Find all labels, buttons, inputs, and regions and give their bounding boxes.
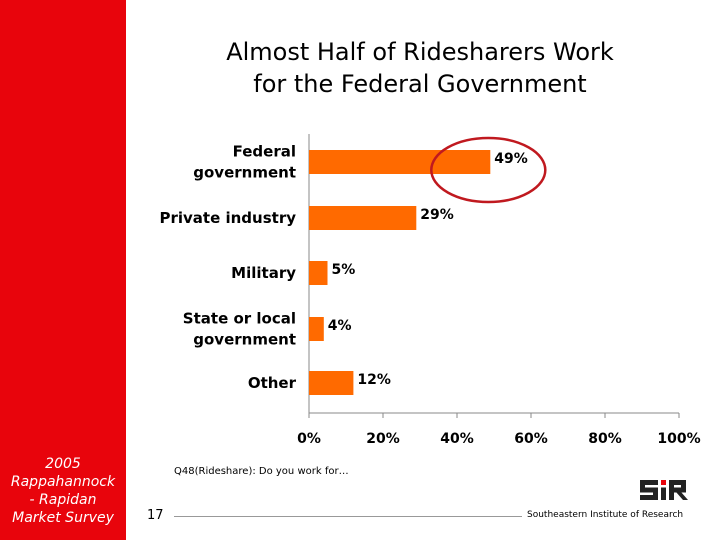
survey-caption-line: - Rapidan — [29, 492, 97, 508]
x-tick-label: 80% — [588, 431, 622, 447]
bar — [309, 371, 354, 395]
category-label: government — [193, 164, 296, 182]
slide-title-line: Almost Half of Ridesharers Work — [226, 38, 614, 66]
category-label: State or local — [183, 310, 296, 328]
page-number: 17 — [147, 508, 164, 523]
bar — [309, 206, 417, 230]
highlight-circle — [430, 136, 547, 204]
sidebar-band — [0, 0, 126, 540]
survey-caption: 2005 Rappahannock - Rapidan Market Surve… — [0, 455, 126, 527]
x-tick-label: 0% — [297, 431, 321, 447]
x-tick-label: 40% — [440, 431, 474, 447]
category-label: Military — [231, 264, 296, 282]
bar — [309, 261, 328, 285]
data-label: 5% — [332, 262, 356, 278]
x-tick-label: 20% — [366, 431, 400, 447]
sir-logo — [640, 480, 688, 500]
footer-rule — [174, 516, 522, 517]
bar — [309, 317, 324, 341]
category-label: Federal — [233, 143, 296, 161]
slide-title-line: for the Federal Government — [253, 70, 587, 98]
bar — [309, 150, 491, 174]
data-label: 4% — [328, 318, 352, 334]
survey-caption-line: Rappahannock — [10, 474, 116, 490]
x-tick-label: 100% — [657, 431, 700, 447]
category-label: Other — [248, 374, 297, 392]
question-footnote: Q48(Rideshare): Do you work for… — [174, 466, 349, 477]
data-label: 12% — [357, 372, 391, 388]
data-label: 29% — [420, 207, 454, 223]
slide-title: Almost Half of Ridesharers Work for the … — [170, 36, 670, 100]
category-label: Private industry — [159, 209, 296, 227]
org-name: Southeastern Institute of Research — [527, 510, 684, 520]
survey-caption-line: Market Survey — [12, 510, 114, 526]
category-label: government — [193, 331, 296, 349]
data-label: 49% — [494, 151, 528, 167]
x-tick-label: 60% — [514, 431, 548, 447]
survey-caption-line: 2005 — [45, 456, 81, 472]
